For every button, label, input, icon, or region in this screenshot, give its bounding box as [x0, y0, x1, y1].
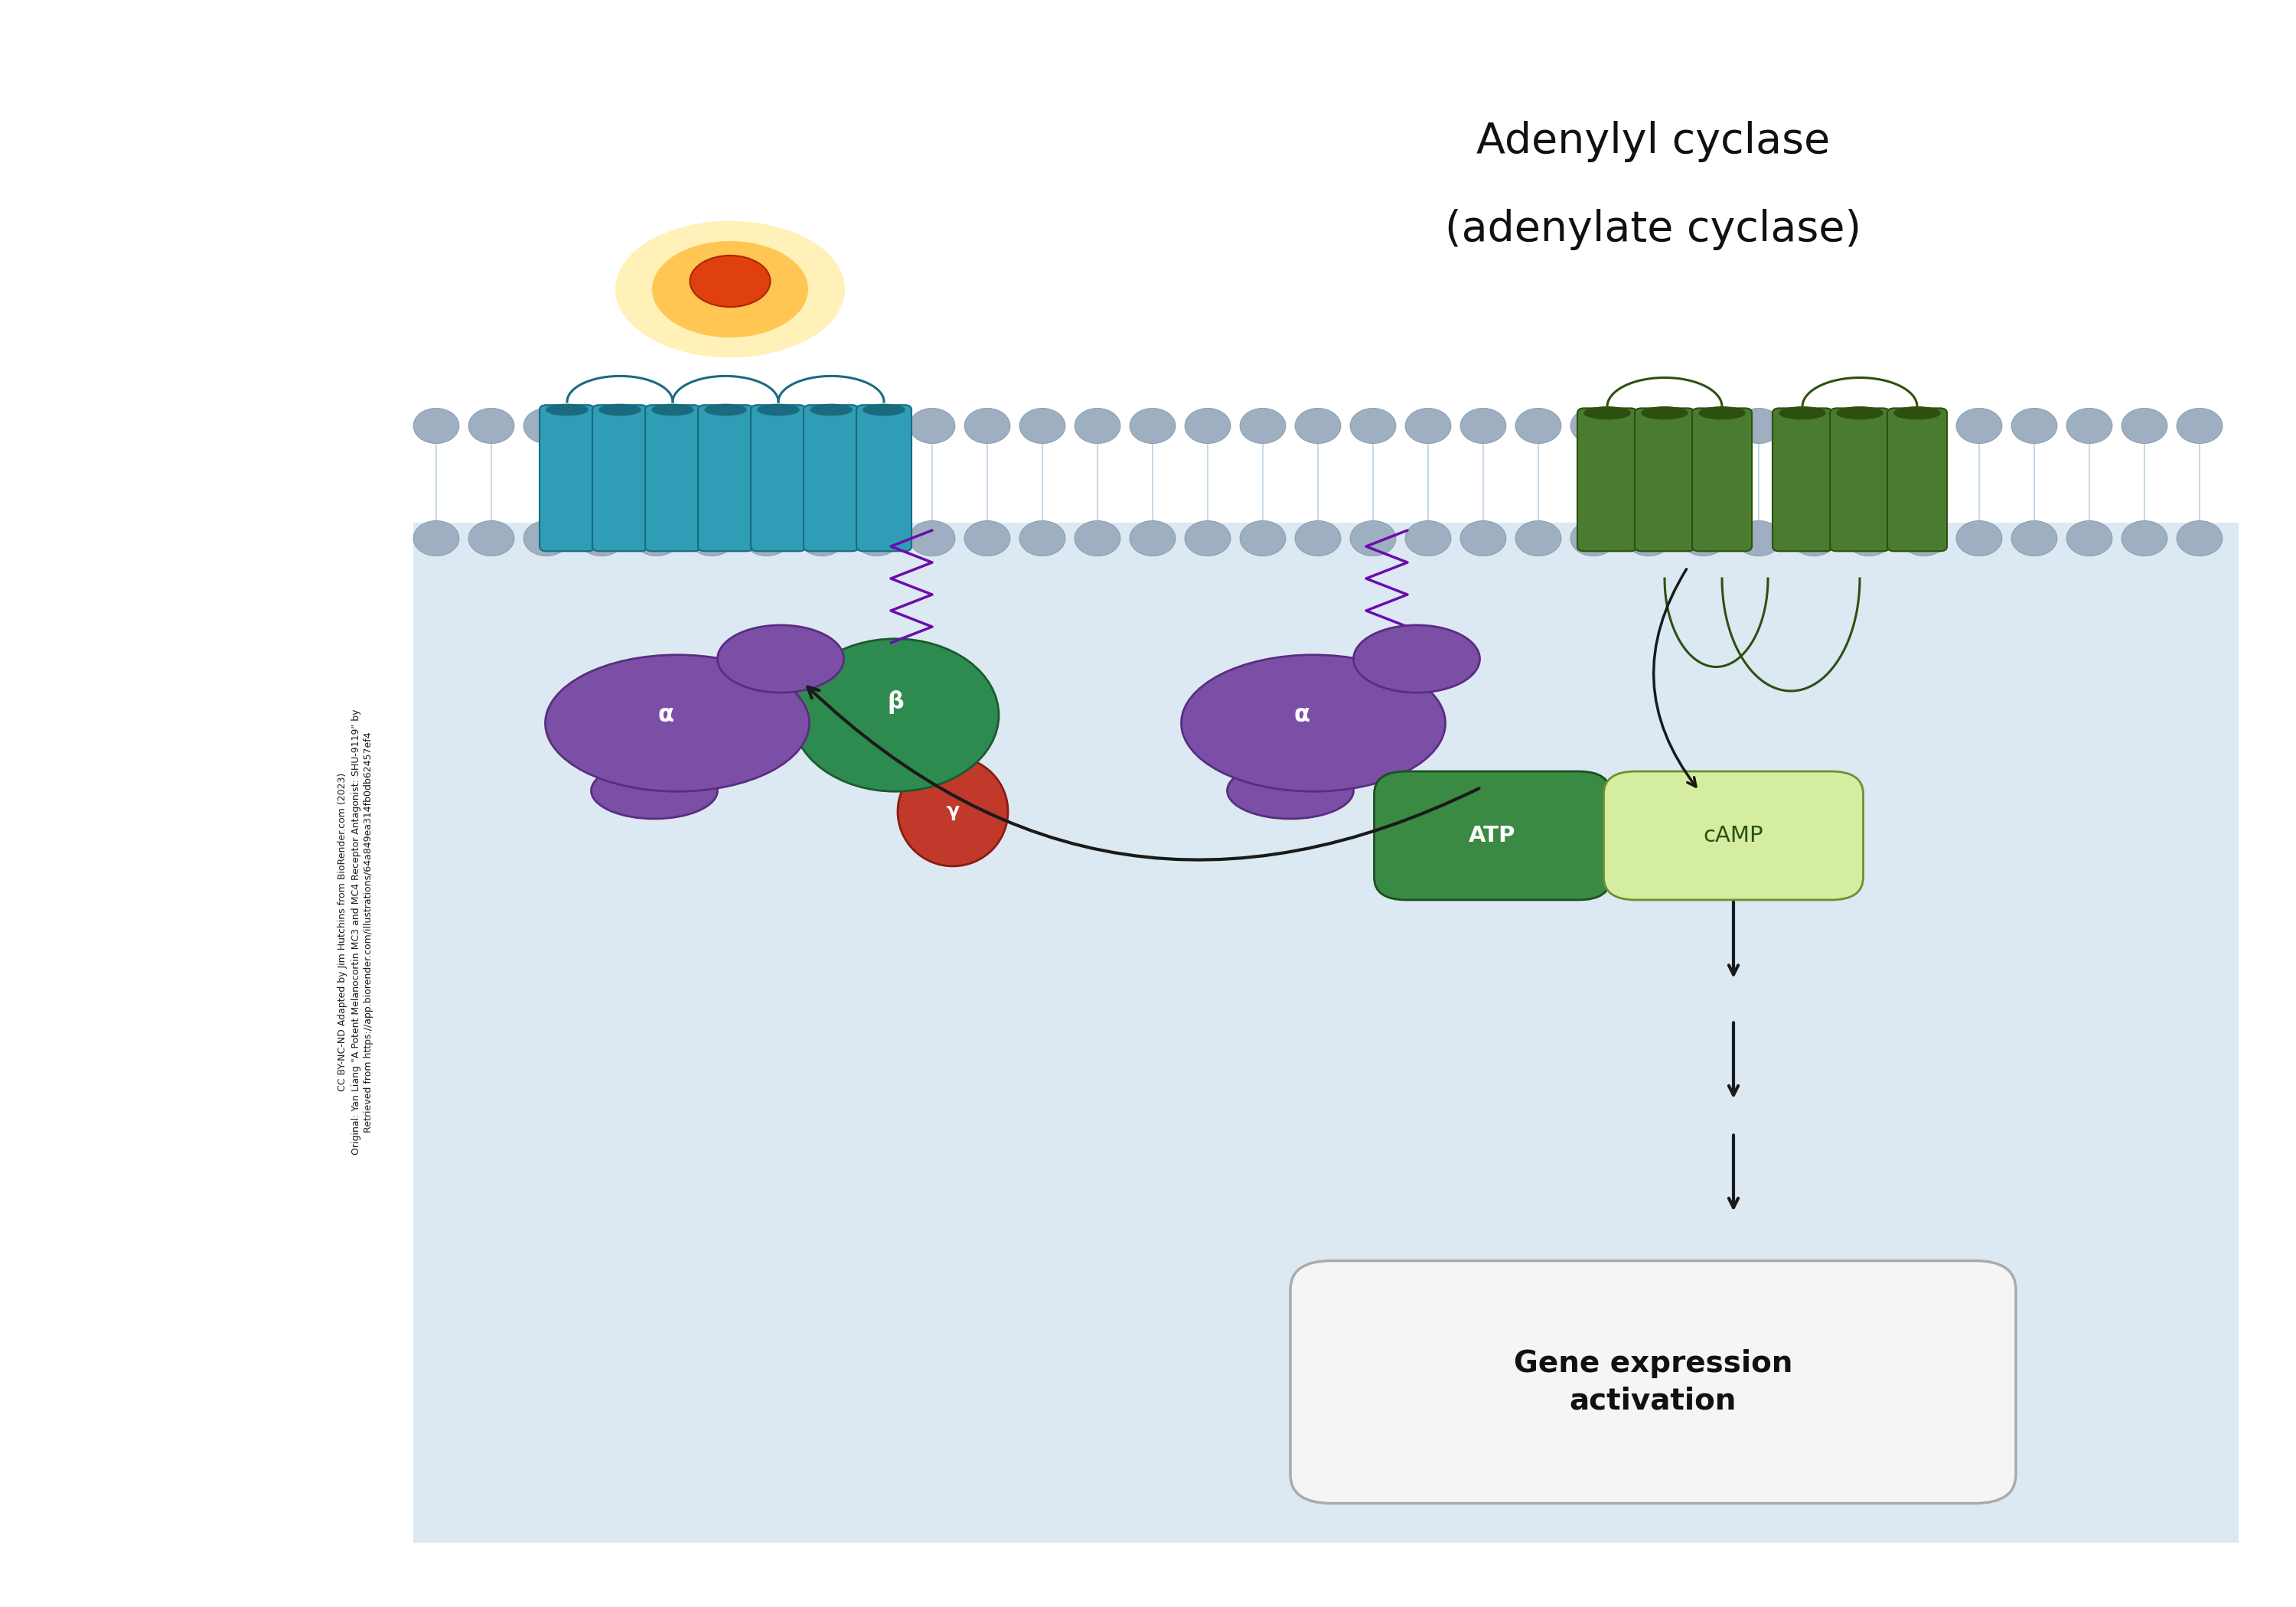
Text: (adenylate cyclase): (adenylate cyclase) — [1444, 209, 1862, 251]
Text: β: β — [886, 691, 905, 714]
Ellipse shape — [705, 405, 746, 415]
Ellipse shape — [652, 241, 808, 337]
Ellipse shape — [1956, 521, 2002, 556]
Ellipse shape — [1626, 521, 1671, 556]
FancyBboxPatch shape — [1290, 1260, 2016, 1504]
Ellipse shape — [2066, 408, 2112, 444]
Text: γ: γ — [946, 802, 960, 821]
Ellipse shape — [1901, 408, 1947, 444]
Ellipse shape — [1460, 408, 1506, 444]
Ellipse shape — [1515, 521, 1561, 556]
Ellipse shape — [1570, 521, 1616, 556]
Ellipse shape — [1350, 521, 1396, 556]
Ellipse shape — [1355, 625, 1479, 693]
Ellipse shape — [634, 521, 680, 556]
Ellipse shape — [1075, 521, 1120, 556]
Ellipse shape — [1736, 408, 1782, 444]
Ellipse shape — [1642, 407, 1688, 419]
Ellipse shape — [964, 521, 1010, 556]
Ellipse shape — [1584, 407, 1630, 419]
Ellipse shape — [1894, 407, 1940, 419]
Text: ATP: ATP — [1469, 824, 1515, 847]
Ellipse shape — [579, 521, 625, 556]
Ellipse shape — [2122, 408, 2167, 444]
Text: α: α — [657, 704, 673, 726]
Text: Adenylyl cyclase: Adenylyl cyclase — [1476, 121, 1830, 162]
Text: α: α — [1293, 704, 1309, 726]
Ellipse shape — [2011, 521, 2057, 556]
Ellipse shape — [1901, 521, 1947, 556]
Text: Gene expression
activation: Gene expression activation — [1513, 1348, 1793, 1416]
Ellipse shape — [898, 757, 1008, 866]
Ellipse shape — [689, 408, 735, 444]
Ellipse shape — [579, 408, 625, 444]
Ellipse shape — [1295, 521, 1341, 556]
Ellipse shape — [1019, 521, 1065, 556]
FancyBboxPatch shape — [645, 405, 700, 551]
FancyBboxPatch shape — [751, 405, 806, 551]
Ellipse shape — [590, 763, 716, 820]
Ellipse shape — [1185, 521, 1231, 556]
FancyBboxPatch shape — [856, 405, 912, 551]
Ellipse shape — [1240, 521, 1286, 556]
Ellipse shape — [863, 405, 905, 415]
Ellipse shape — [1460, 521, 1506, 556]
Ellipse shape — [523, 521, 569, 556]
Ellipse shape — [1779, 407, 1825, 419]
Ellipse shape — [909, 521, 955, 556]
Text: CC BY-NC-ND Adapted by Jim Hutchins from BioRender.com (2023)
Original: Yan Lian: CC BY-NC-ND Adapted by Jim Hutchins from… — [338, 709, 374, 1155]
Ellipse shape — [1130, 408, 1176, 444]
Ellipse shape — [523, 408, 569, 444]
Ellipse shape — [1736, 521, 1782, 556]
Ellipse shape — [744, 521, 790, 556]
Ellipse shape — [1130, 521, 1176, 556]
Ellipse shape — [810, 405, 852, 415]
Ellipse shape — [1240, 408, 1286, 444]
FancyBboxPatch shape — [1635, 408, 1694, 551]
Ellipse shape — [2122, 521, 2167, 556]
Ellipse shape — [546, 656, 808, 792]
FancyBboxPatch shape — [1692, 408, 1752, 551]
Ellipse shape — [1405, 521, 1451, 556]
Ellipse shape — [1295, 408, 1341, 444]
FancyBboxPatch shape — [698, 405, 753, 551]
Ellipse shape — [1626, 408, 1671, 444]
Ellipse shape — [652, 405, 693, 415]
Ellipse shape — [2011, 408, 2057, 444]
Ellipse shape — [854, 408, 900, 444]
Ellipse shape — [1837, 407, 1883, 419]
Ellipse shape — [1791, 521, 1837, 556]
Ellipse shape — [1019, 408, 1065, 444]
FancyBboxPatch shape — [1577, 408, 1637, 551]
Ellipse shape — [964, 408, 1010, 444]
Ellipse shape — [413, 521, 459, 556]
Ellipse shape — [1791, 408, 1837, 444]
Ellipse shape — [909, 408, 955, 444]
Ellipse shape — [758, 405, 799, 415]
FancyBboxPatch shape — [1373, 771, 1612, 900]
Ellipse shape — [2066, 521, 2112, 556]
Ellipse shape — [2177, 408, 2223, 444]
Ellipse shape — [1185, 408, 1231, 444]
Ellipse shape — [546, 405, 588, 415]
Ellipse shape — [1350, 408, 1396, 444]
Text: cAMP: cAMP — [1704, 824, 1763, 847]
FancyBboxPatch shape — [592, 405, 647, 551]
Ellipse shape — [1699, 407, 1745, 419]
Ellipse shape — [615, 220, 845, 358]
Bar — [413, 522, 2239, 1543]
Ellipse shape — [799, 521, 845, 556]
Ellipse shape — [1075, 408, 1120, 444]
FancyBboxPatch shape — [1603, 771, 1864, 900]
Ellipse shape — [689, 521, 735, 556]
Ellipse shape — [1681, 408, 1727, 444]
Ellipse shape — [792, 638, 999, 792]
FancyBboxPatch shape — [1773, 408, 1832, 551]
Ellipse shape — [1681, 521, 1727, 556]
Ellipse shape — [599, 405, 641, 415]
Ellipse shape — [799, 408, 845, 444]
FancyBboxPatch shape — [804, 405, 859, 551]
Ellipse shape — [1846, 408, 1892, 444]
Ellipse shape — [2177, 521, 2223, 556]
Ellipse shape — [1956, 408, 2002, 444]
